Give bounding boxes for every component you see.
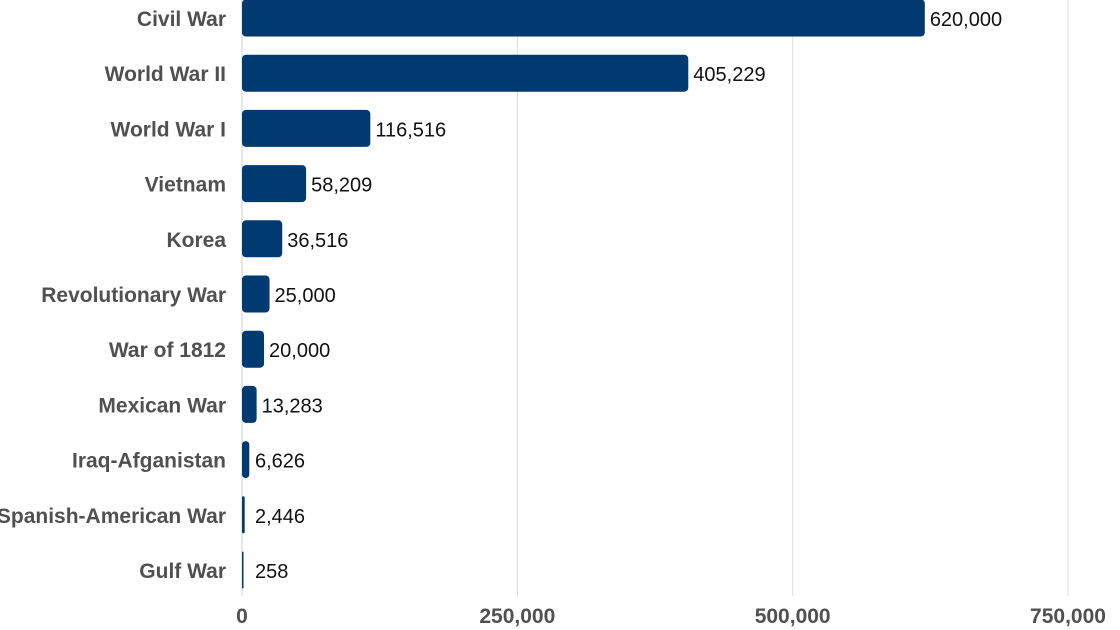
bar (242, 275, 270, 313)
bar (242, 496, 245, 534)
bar (242, 109, 371, 147)
category-label: World War II (105, 63, 226, 86)
data-label: 620,000 (930, 9, 1002, 31)
data-label: 25,000 (275, 285, 336, 307)
data-label: 20,000 (269, 340, 330, 362)
data-label: 405,229 (693, 64, 765, 86)
bars-layer (242, 0, 925, 589)
bar (242, 220, 283, 258)
data-label: 6,626 (255, 451, 305, 473)
category-label: Gulf War (139, 560, 226, 583)
data-label: 116,516 (375, 119, 446, 141)
x-tick-label: 750,000 (1030, 605, 1106, 628)
category-label: Mexican War (98, 394, 226, 417)
data-label: 2,446 (255, 506, 305, 528)
category-label: Vietnam (145, 174, 226, 197)
category-label: Spanish-American War (0, 505, 226, 528)
labels-layer: Civil War 620,000 World War II 405,229 World… (0, 8, 1002, 583)
bar (242, 165, 307, 203)
category-label: Korea (166, 229, 226, 252)
x-tick-label: 500,000 (755, 605, 831, 628)
category-label: War of 1812 (109, 339, 226, 362)
category-label: Civil War (137, 8, 226, 31)
bar (242, 385, 257, 423)
data-label: 258 (255, 561, 288, 583)
data-label: 36,516 (287, 230, 348, 252)
category-label: Revolutionary War (41, 284, 226, 307)
bar (242, 551, 244, 589)
x-tick-label: 250,000 (479, 605, 555, 628)
category-label: World War I (111, 118, 227, 141)
bar (242, 0, 925, 37)
data-label: 13,283 (262, 395, 323, 417)
x-tick-label: 0 (236, 605, 248, 628)
bar (242, 441, 250, 479)
bar (242, 330, 265, 368)
x-axis: 0 250,000 500,000 750,000 (236, 605, 1106, 628)
bar (242, 54, 689, 92)
data-label: 58,209 (311, 175, 372, 197)
category-label: Iraq-Afganistan (72, 450, 226, 473)
